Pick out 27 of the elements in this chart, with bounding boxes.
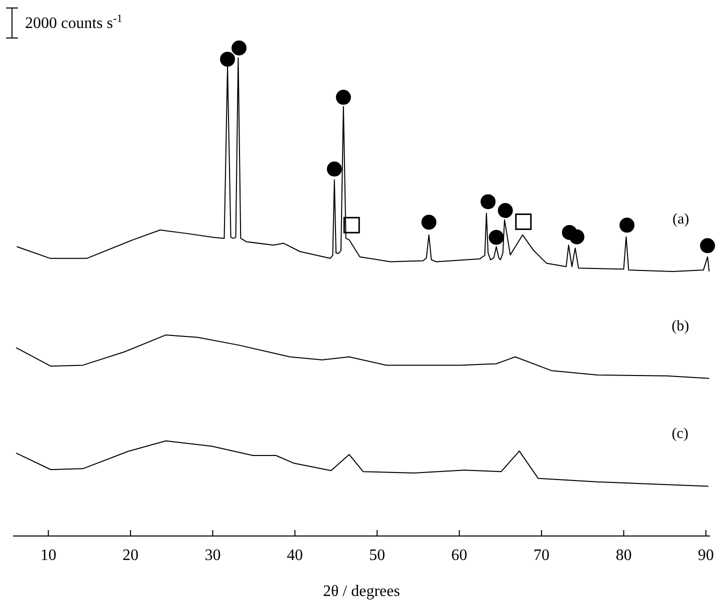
x-tick-label: 20 [122, 547, 139, 564]
x-tick-label: 90 [698, 547, 714, 564]
text: 2000 counts s$^{-1}$ [25, 13, 122, 32]
x-tick-label: 50 [369, 547, 386, 564]
text: (c) [672, 426, 688, 442]
point [220, 52, 236, 67]
x-tick-label: 60 [451, 547, 468, 564]
point [569, 229, 584, 244]
x-tick-label: 80 [616, 547, 632, 564]
point [336, 90, 351, 105]
x-tick-label: 30 [204, 547, 221, 564]
point [421, 214, 436, 230]
x-tick-label: 70 [534, 547, 550, 564]
x-axis-title: 2θ / degrees [323, 583, 400, 600]
point [480, 194, 496, 210]
point [498, 203, 513, 218]
point [343, 216, 360, 234]
text: (a) [672, 212, 690, 228]
text: (b) [672, 318, 690, 334]
x-tick-label: 10 [40, 547, 56, 564]
point [488, 230, 504, 245]
x-tick-label: 40 [286, 547, 303, 564]
point [232, 40, 247, 56]
point [619, 218, 634, 233]
point [700, 238, 716, 254]
point [515, 213, 532, 230]
point [326, 162, 342, 177]
